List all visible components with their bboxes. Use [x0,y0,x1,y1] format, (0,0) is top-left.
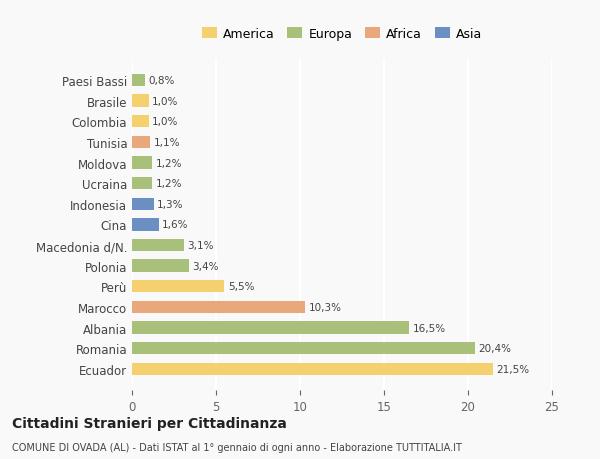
Legend: America, Europa, Africa, Asia: America, Europa, Africa, Asia [197,23,487,46]
Text: 5,5%: 5,5% [228,282,254,291]
Bar [132,260,189,272]
Text: 1,2%: 1,2% [155,158,182,168]
Text: 3,4%: 3,4% [193,261,219,271]
Text: 3,1%: 3,1% [187,241,214,251]
Text: 1,3%: 1,3% [157,199,184,209]
Bar [132,198,154,211]
Bar [132,239,184,252]
Text: 1,2%: 1,2% [155,179,182,189]
Bar [132,363,493,375]
Text: 1,0%: 1,0% [152,117,179,127]
Bar [132,280,224,293]
Bar [132,75,145,87]
Bar [132,342,475,354]
Bar [132,322,409,334]
Text: 16,5%: 16,5% [413,323,446,333]
Text: 1,1%: 1,1% [154,138,181,148]
Text: 1,6%: 1,6% [162,220,189,230]
Text: Cittadini Stranieri per Cittadinanza: Cittadini Stranieri per Cittadinanza [12,416,287,430]
Bar [132,136,151,149]
Text: 21,5%: 21,5% [497,364,530,374]
Bar [132,178,152,190]
Text: COMUNE DI OVADA (AL) - Dati ISTAT al 1° gennaio di ogni anno - Elaborazione TUTT: COMUNE DI OVADA (AL) - Dati ISTAT al 1° … [12,442,462,452]
Text: 1,0%: 1,0% [152,96,179,106]
Bar [132,157,152,169]
Text: 20,4%: 20,4% [478,343,511,353]
Bar [132,219,159,231]
Text: 0,8%: 0,8% [149,76,175,86]
Bar [132,116,149,128]
Bar [132,95,149,107]
Text: 10,3%: 10,3% [308,302,341,312]
Bar [132,301,305,313]
